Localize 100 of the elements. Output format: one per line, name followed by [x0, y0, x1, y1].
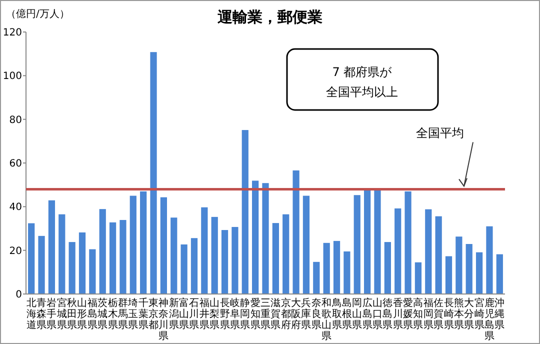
- bar: [252, 180, 259, 294]
- bar: [354, 195, 360, 294]
- x-tick-label: 香川県: [392, 297, 403, 331]
- bar: [466, 244, 472, 294]
- y-tick-label: 60: [9, 158, 22, 170]
- x-tick-label: 埼玉県: [127, 297, 138, 331]
- bar: [344, 251, 350, 294]
- x-tick-label: 愛知県: [250, 297, 260, 331]
- bar: [384, 242, 391, 294]
- bar: [262, 183, 269, 294]
- x-tick-label: 京都府: [280, 297, 291, 331]
- x-tick-label: 福島県: [87, 297, 98, 331]
- bar: [58, 214, 66, 294]
- bar: [28, 223, 35, 294]
- bar: [404, 191, 412, 294]
- x-tick-label: 秋田県: [67, 297, 78, 331]
- x-tick-label: 千葉県: [138, 297, 148, 331]
- x-tick-label: 沖縄県: [494, 297, 505, 331]
- bar: [211, 216, 218, 294]
- bar: [78, 232, 86, 294]
- bar: [435, 216, 442, 294]
- annotation: 7 都府県が: [332, 65, 393, 79]
- x-tick-label: 奈良県: [311, 298, 322, 331]
- x-tick-label: 東京都: [148, 297, 159, 331]
- bar: [282, 214, 290, 294]
- bar: [313, 262, 320, 294]
- ref-line-label: 全国平均: [416, 126, 464, 140]
- bar: [140, 191, 147, 294]
- bar: [445, 256, 452, 294]
- bar: [109, 222, 116, 294]
- bar: [496, 254, 503, 294]
- bar: [120, 220, 126, 294]
- bar: [68, 242, 76, 294]
- y-tick-label: 0: [16, 290, 22, 300]
- bar: [333, 240, 340, 294]
- x-tick-label: 長野県: [220, 298, 230, 331]
- chart-title: 運輸業，郵便業: [216, 8, 322, 26]
- bar: [89, 249, 96, 294]
- bar: [302, 196, 310, 294]
- x-tick-label: 大分県: [464, 297, 474, 331]
- y-tick-label: 20: [9, 246, 22, 257]
- x-tick-label: 石川県: [189, 298, 200, 331]
- bar: [456, 236, 462, 294]
- x-tick-label: 岩手県: [46, 297, 57, 331]
- x-tick-label: 山梨県: [210, 297, 220, 331]
- x-tick-label: 大阪府: [291, 297, 302, 331]
- x-tick-label: 群馬県: [116, 297, 128, 331]
- y-axis-title: （億円/万人）: [6, 8, 70, 20]
- x-tick-label: 鹿児島県: [484, 297, 494, 342]
- x-tick-label: 福岡県: [423, 297, 434, 331]
- x-tick-label: 三重県: [260, 298, 270, 331]
- x-tick-label: 山口県: [372, 297, 382, 331]
- x-tick-label: 鳥取県: [330, 297, 342, 331]
- bar: [323, 242, 330, 294]
- x-tick-label: 静岡県: [240, 297, 250, 331]
- bar: [486, 226, 493, 294]
- x-tick-label: 高知県: [413, 297, 424, 331]
- y-tick-label: 80: [9, 114, 22, 126]
- x-tick-label: 熊本県: [454, 297, 464, 331]
- bar: [232, 226, 238, 294]
- x-tick-label: 福井県: [199, 297, 210, 331]
- bar: [180, 244, 188, 294]
- x-tick-label: 佐賀県: [434, 298, 444, 331]
- bar: [48, 200, 56, 294]
- bar: [292, 170, 300, 294]
- y-tick-label: 100: [2, 71, 22, 82]
- x-tick-label: 岡山県: [352, 298, 362, 331]
- x-tick-label: 滋賀県: [270, 297, 281, 331]
- x-tick-label: 和歌山県: [322, 297, 332, 342]
- x-tick-label: 茨城県: [96, 297, 108, 331]
- x-tick-label: 愛媛県: [403, 297, 414, 331]
- x-tick-label: 富山県: [179, 297, 190, 331]
- bar: [476, 252, 483, 294]
- bar: [201, 207, 208, 294]
- bar: [272, 223, 279, 294]
- bar: [242, 130, 248, 294]
- annotation: 全国平均以上: [326, 85, 398, 99]
- bar: [38, 236, 45, 294]
- y-tick-label: 40: [9, 202, 22, 214]
- bar: [170, 218, 178, 294]
- x-tick-label: 宮崎県: [474, 297, 484, 331]
- bar: [394, 208, 402, 294]
- x-tick-label: 兵庫県: [301, 297, 312, 331]
- bar: [425, 209, 432, 294]
- bar: [99, 209, 106, 294]
- x-tick-label: 北海道: [26, 297, 36, 331]
- x-tick-label: 神奈川県: [158, 297, 169, 342]
- x-tick-label: 広島県: [362, 297, 372, 331]
- x-tick-label: 長崎県: [444, 298, 454, 331]
- bar: [221, 230, 228, 294]
- x-tick-label: 岐阜県: [230, 297, 240, 331]
- x-tick-label: 徳島県: [382, 298, 393, 331]
- bar: [160, 197, 167, 294]
- bar: [150, 52, 157, 294]
- x-tick-label: 青森県: [36, 297, 47, 331]
- bar: [130, 196, 136, 294]
- bar: [414, 262, 422, 294]
- x-tick-label: 新潟県: [168, 297, 179, 331]
- x-tick-label: 山形県: [77, 297, 88, 331]
- x-tick-label: 島根県: [342, 297, 352, 331]
